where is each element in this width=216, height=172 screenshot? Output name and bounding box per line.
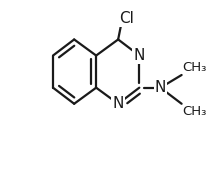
Text: N: N [113,96,124,111]
Text: CH₃: CH₃ [183,105,207,118]
Text: CH₃: CH₃ [183,61,207,74]
Text: N: N [155,80,166,95]
Text: Cl: Cl [119,11,134,26]
Text: N: N [134,48,145,63]
